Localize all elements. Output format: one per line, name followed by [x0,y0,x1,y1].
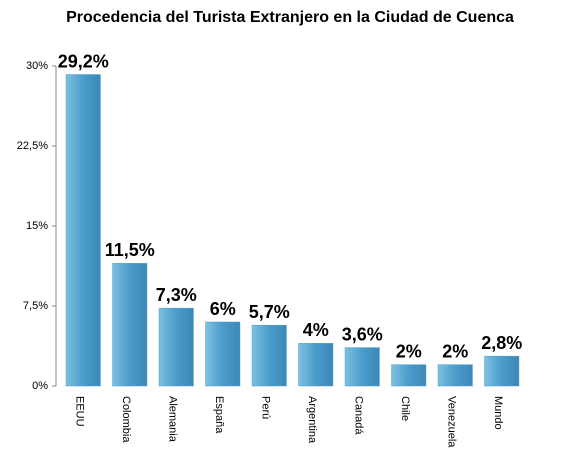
value-label: 29,2% [58,51,109,71]
x-tick-label: Argentina [306,396,318,444]
bar [112,263,148,387]
value-label: 5,7% [249,302,290,322]
value-label: 2% [396,341,422,361]
x-tick-label: Perú [259,396,271,419]
bar [65,74,101,387]
value-label: 4% [303,320,329,340]
bar [391,364,427,387]
bar [205,321,241,387]
x-tick-label: España [213,396,225,434]
x-tick-label: Canadá [352,396,364,435]
y-tick-label: 30% [26,60,48,72]
value-label: 2% [442,341,468,361]
y-tick-label: 15% [26,220,48,232]
bar [158,307,194,387]
x-tick-label: Colombia [120,396,132,443]
x-tick-label: Alemania [166,396,178,443]
value-label: 3,6% [342,324,383,344]
y-tick-label: 22,5% [17,140,48,152]
bar [344,347,380,387]
x-tick-label: Venezuela [445,396,457,448]
x-tick-label: Chile [399,396,411,421]
x-tick-label: Mundo [492,396,504,430]
y-tick-label: 7,5% [23,300,48,312]
value-label: 6% [210,299,236,319]
chart-title: Procedencia del Turista Extranjero en la… [66,9,514,26]
bar [298,343,334,387]
bar [484,355,520,387]
value-label: 2,8% [481,333,522,353]
y-tick-label: 0% [32,380,48,392]
bar [437,364,473,387]
x-tick-label: EEUU [73,396,85,427]
value-label: 11,5% [105,240,155,260]
value-label: 7,3% [156,285,197,305]
bar [251,324,287,387]
